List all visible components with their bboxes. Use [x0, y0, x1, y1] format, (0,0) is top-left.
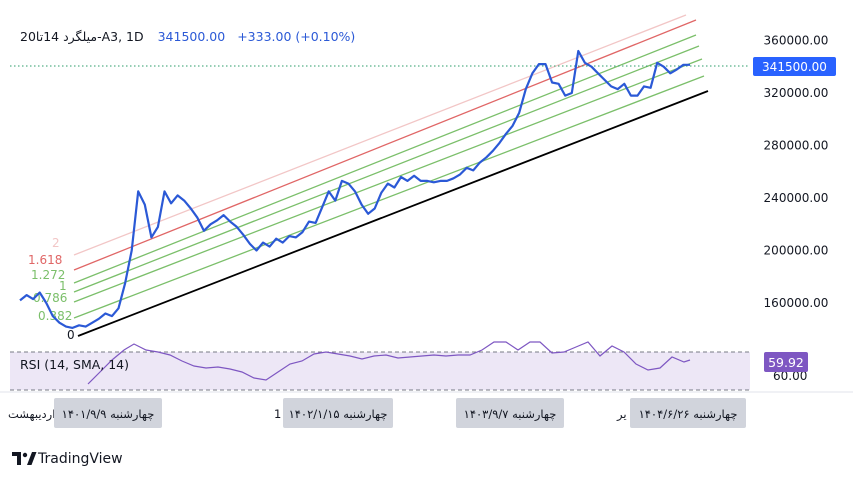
x-marker-2: چهارشنبه ۱۴۰۲/۱/۱۵: [289, 407, 388, 422]
x-label-left-cut: اردیبهشت: [8, 407, 55, 422]
price-series[interactable]: [19, 49, 690, 329]
fib-line-1.272: [73, 34, 697, 284]
rsi-band: [10, 352, 750, 390]
rsi-hidden-tick: 60.00: [773, 369, 807, 383]
fib-labels: 2 1.618 1.272 1 0.786 0.382 0: [28, 236, 75, 342]
y-tick-label: 320000.00: [764, 86, 829, 100]
x-marker-3: چهارشنبه ۱۴۰۳/۹/۷: [464, 407, 557, 422]
fib-label-0.382: 0.382: [38, 309, 72, 323]
fib-label-1.272: 1.272: [31, 268, 65, 282]
rsi-value-badge: [764, 352, 808, 372]
x-marker-3-box: [456, 398, 564, 428]
y-tick-label: 360000.00: [764, 34, 829, 48]
y-tick-label: 240000.00: [764, 191, 829, 205]
last-price-value: 341500.00: [762, 60, 827, 74]
y-tick-label: 200000.00: [764, 244, 829, 258]
fib-line-0: [77, 90, 709, 337]
x-marker-1-box: [54, 398, 162, 428]
x-marker-1: چهارشنبه ۱۴۰۱/۹/۹: [62, 407, 155, 422]
fib-label-1.618: 1.618: [28, 253, 62, 267]
fib-channel[interactable]: [73, 14, 709, 337]
tradingview-logo-icon: [12, 452, 37, 465]
fib-line-1.618: [73, 19, 697, 271]
rsi-pane[interactable]: RSI (14, SMA, 14) 60.00 59.92: [0, 339, 853, 391]
header-price: 341500.00: [158, 29, 226, 44]
fib-line-0.382: [73, 75, 705, 319]
y-tick-label: 280000.00: [764, 139, 829, 153]
x-label-stray-1: 1: [274, 407, 281, 421]
chart-header: 20میلگرد 14تا-A3, 1D 341500.00 +333.00 (…: [20, 29, 355, 45]
fib-line-0.786: [73, 58, 703, 303]
x-axis[interactable]: اردیبهشت چهارشنبه ۱۴۰۱/۹/۹ 1 چهارشنبه ۱۴…: [0, 391, 853, 428]
fib-label-0: 0: [67, 328, 75, 342]
x-marker-2-box: [283, 398, 393, 428]
last-price-badge: 341500.00: [753, 57, 836, 76]
rsi-line: [87, 341, 691, 385]
fib-label-2: 2: [52, 236, 60, 250]
fib-label-1: 1: [59, 279, 67, 293]
fib-line-2: [73, 14, 687, 256]
fib-line-1: [73, 45, 700, 293]
y-tick-label: 160000.00: [764, 296, 829, 310]
rsi-value: 59.92: [768, 355, 804, 370]
rsi-label: RSI (14, SMA, 14): [20, 357, 129, 372]
symbol-label[interactable]: 20میلگرد 14تا-A3, 1D: [20, 29, 144, 45]
x-marker-4: چهارشنبه ۱۴۰۴/۶/۲۶: [639, 407, 738, 422]
x-label-stray-2: یر: [616, 407, 627, 422]
x-marker-4-box: [630, 398, 746, 428]
price-line[interactable]: [19, 49, 690, 329]
header-change: +333.00 (+0.10%): [237, 29, 355, 44]
tradingview-logo[interactable]: TradingView: [12, 451, 123, 467]
tradingview-brand: TradingView: [37, 451, 123, 467]
y-axis[interactable]: 160000.00 200000.00 240000.00 280000.00 3200…: [764, 34, 829, 311]
